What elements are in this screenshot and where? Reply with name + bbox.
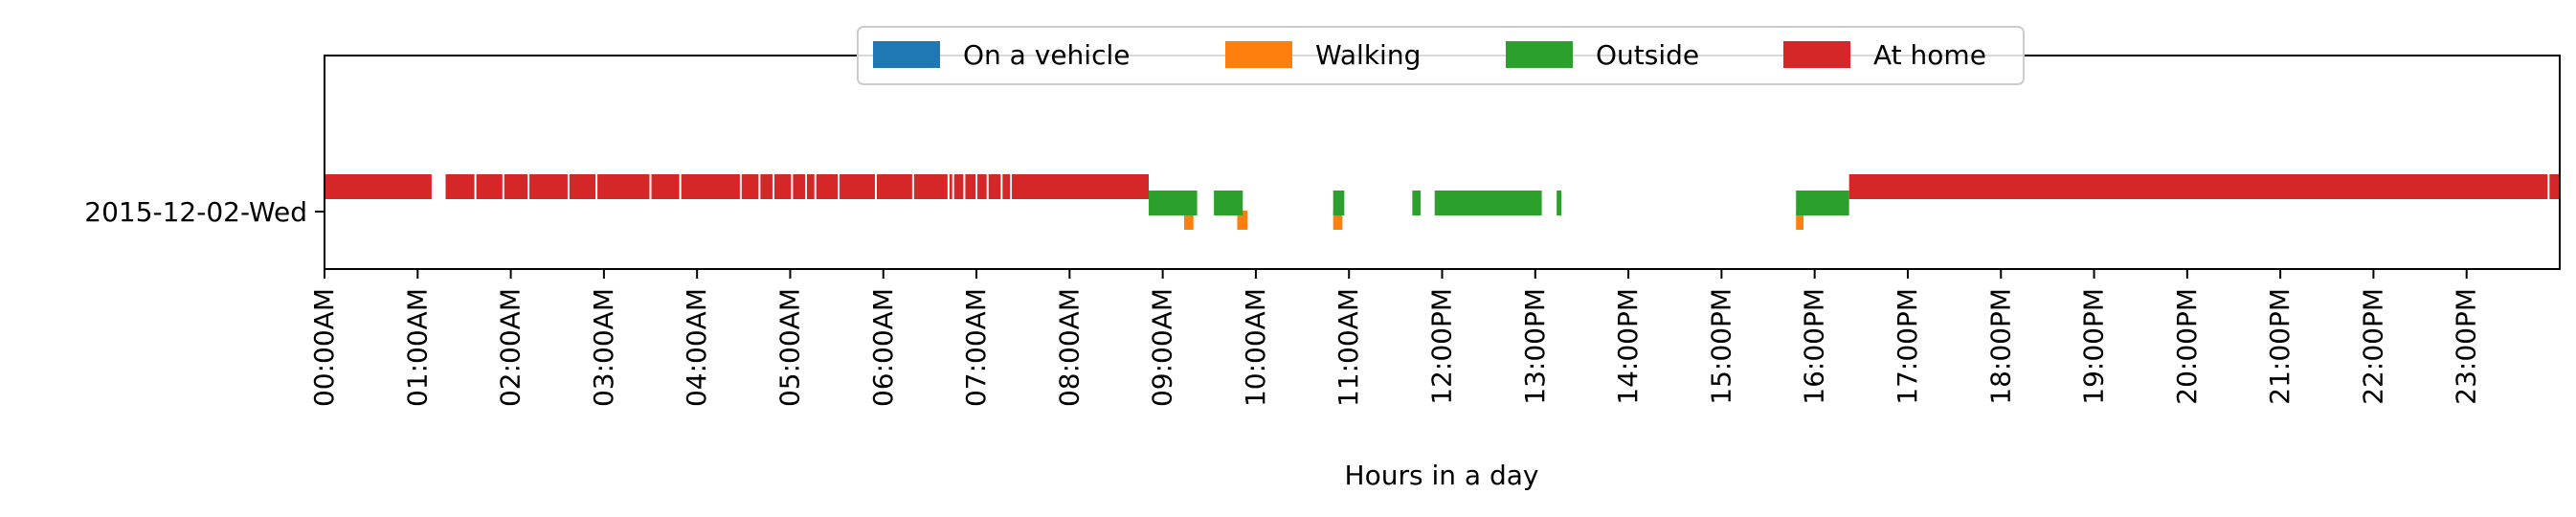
x-tick-label-6: 06:00AM <box>867 288 899 407</box>
at-home-gap-20 <box>975 174 978 199</box>
x-axis: 00:00AM 01:00AM 02:00AM 03:00AM 04:00AM 05:00… <box>308 269 2482 407</box>
at-home-gap-18 <box>952 174 954 199</box>
plot-frame <box>324 55 2561 270</box>
at-home-gap-10 <box>772 174 774 199</box>
bar-outside-4 <box>1434 191 1542 215</box>
x-tick-label-5: 05:00AM <box>773 288 805 407</box>
x-tick-label-2: 02:00AM <box>495 288 526 407</box>
x-tick-label-12: 12:00PM <box>1426 288 1458 405</box>
at-home-gap-5 <box>595 174 598 199</box>
bar-at-home-3 <box>1848 174 2560 199</box>
legend: On a vehicle Walking Outside At home <box>857 26 2025 85</box>
legend-label-walking: Walking <box>1315 39 1421 71</box>
x-tick-label-13: 13:00PM <box>1519 288 1551 405</box>
x-tick-label-22: 22:00PM <box>2357 288 2388 405</box>
x-tick-label-19: 19:00PM <box>2078 288 2110 405</box>
x-axis-label: Hours in a day <box>1345 460 1539 491</box>
x-tick-label-16: 16:00PM <box>1799 288 1830 405</box>
at-home-gap-0 <box>433 174 436 199</box>
legend-box <box>857 26 2025 85</box>
legend-swatch-outside <box>1506 41 1573 68</box>
legend-label-at-home: At home <box>1873 39 1986 71</box>
x-tick-label-14: 14:00PM <box>1612 288 1644 405</box>
x-tick-label-18: 18:00PM <box>1984 288 2016 405</box>
bar-at-home-1 <box>445 174 1013 199</box>
at-home-gap-2 <box>502 174 504 199</box>
bar-at-home-2 <box>1012 174 1150 199</box>
legend-swatch-at-home <box>1783 41 1850 68</box>
at-home-gap-23 <box>1010 174 1013 199</box>
x-tick-label-23: 23:00PM <box>2451 288 2482 405</box>
at-home-gap-15 <box>874 174 877 199</box>
bar-walking-3 <box>1796 211 1803 230</box>
at-home-gap-13 <box>814 174 817 199</box>
at-home-gap-17 <box>947 174 950 199</box>
legend-label-on-a-vehicle: On a vehicle <box>963 39 1130 71</box>
x-tick-label-15: 15:00PM <box>1705 288 1736 405</box>
y-tick-label-0: 2015-12-02-Wed <box>84 196 307 228</box>
x-tick-label-0: 00:00AM <box>308 288 340 407</box>
bar-outside-6 <box>1796 191 1849 215</box>
bar-outside-1 <box>1214 191 1243 215</box>
at-home-gap-11 <box>791 174 794 199</box>
x-tick-label-8: 08:00AM <box>1053 288 1085 407</box>
at-home-gap-9 <box>758 174 761 199</box>
y-axis: 2015-12-02-Wed <box>84 196 325 228</box>
bars-layer <box>325 174 2560 230</box>
at-home-gap-8 <box>739 174 742 199</box>
bar-walking-1 <box>1237 211 1248 230</box>
at-home-gap-24 <box>2547 174 2550 199</box>
bar-outside-2 <box>1333 191 1345 215</box>
x-tick-label-4: 04:00AM <box>681 288 712 407</box>
at-home-gap-14 <box>838 174 840 199</box>
x-tick-label-9: 09:00AM <box>1147 288 1178 407</box>
bar-at-home-0 <box>325 174 432 199</box>
at-home-gap-6 <box>649 174 652 199</box>
legend-swatch-on-a-vehicle <box>873 41 940 68</box>
legend-swatch-walking <box>1225 41 1292 68</box>
x-tick-label-10: 10:00AM <box>1240 288 1271 407</box>
at-home-gap-21 <box>986 174 989 199</box>
at-home-gap-1 <box>474 174 477 199</box>
x-tick-label-20: 20:00PM <box>2171 288 2203 405</box>
at-home-gap-7 <box>679 174 682 199</box>
x-tick-label-17: 17:00PM <box>1892 288 1923 405</box>
bar-walking-2 <box>1333 211 1343 230</box>
bar-outside-3 <box>1412 191 1422 215</box>
at-home-gap-19 <box>963 174 966 199</box>
at-home-gap-16 <box>911 174 914 199</box>
at-home-gap-3 <box>527 174 530 199</box>
at-home-gap-22 <box>1000 174 1003 199</box>
x-tick-label-11: 11:00AM <box>1333 288 1364 407</box>
legend-label-outside: Outside <box>1596 39 1699 71</box>
x-tick-label-21: 21:00PM <box>2264 288 2296 405</box>
at-home-gap-12 <box>805 174 807 199</box>
bar-walking-0 <box>1184 211 1194 230</box>
bar-outside-0 <box>1149 191 1198 215</box>
x-tick-label-7: 07:00AM <box>960 288 992 407</box>
bar-outside-5 <box>1557 191 1562 215</box>
at-home-gap-4 <box>567 174 570 199</box>
x-tick-label-3: 03:00AM <box>588 288 619 407</box>
x-tick-label-1: 01:00AM <box>401 288 433 407</box>
